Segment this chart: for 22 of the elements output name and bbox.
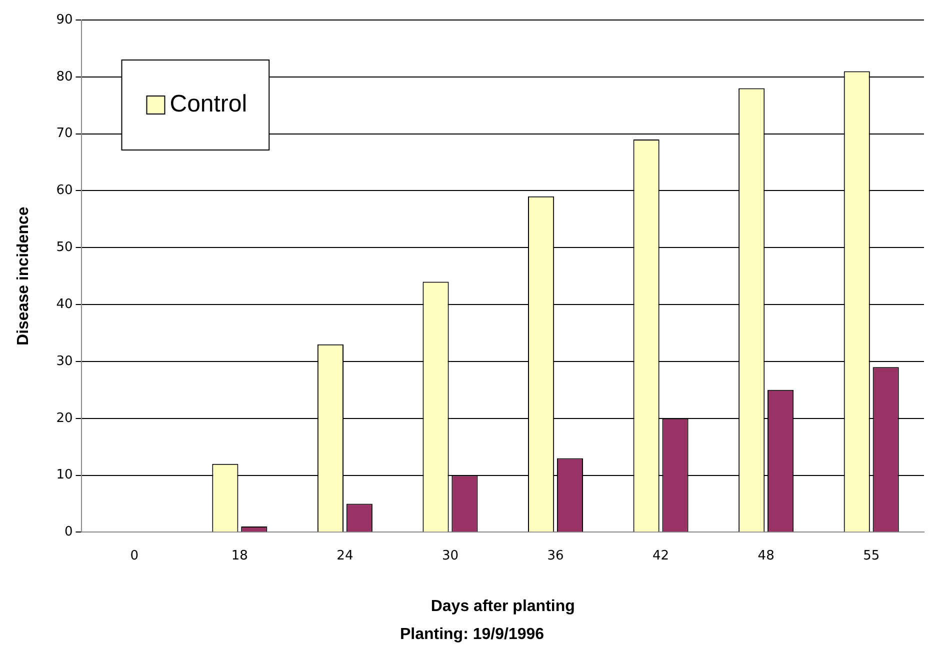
y-tick-label: 50 <box>56 240 73 256</box>
y-tick-label: 70 <box>56 126 73 142</box>
x-tick-label: 36 <box>547 548 564 564</box>
y-axis-title: Disease incidence <box>15 206 32 346</box>
y-tick-label: 30 <box>56 354 73 369</box>
y-tick-label: 40 <box>56 296 73 312</box>
y-tick-label: 80 <box>56 69 73 84</box>
text: Planting: 19/9/1996 <box>398 626 546 644</box>
x-tick-label: 55 <box>863 548 880 564</box>
y-tick-label: 20 <box>56 410 73 426</box>
y-tick-label: 0 <box>64 524 73 540</box>
x-tick-label: 18 <box>231 548 248 564</box>
x-tick-label: 48 <box>758 548 774 564</box>
x-tick-label: 0 <box>130 548 139 564</box>
legend-label: Control <box>170 90 248 118</box>
y-tick-label: 90 <box>56 12 73 28</box>
y-tick-label: 10 <box>56 468 73 483</box>
x-tick-label: 24 <box>336 548 354 564</box>
x-tick-label: 42 <box>652 548 670 564</box>
x-axis-title: Days after planting <box>430 598 575 615</box>
x-tick-label: 30 <box>442 548 459 564</box>
y-tick-label: 60 <box>56 183 73 198</box>
